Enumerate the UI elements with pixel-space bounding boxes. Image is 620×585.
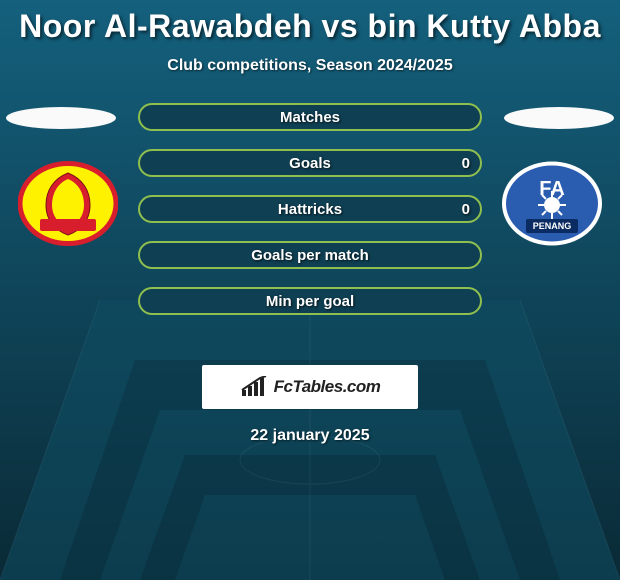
- stat-bar-label: Min per goal: [266, 293, 354, 310]
- svg-text:PENANG: PENANG: [533, 221, 572, 231]
- brand-chart-icon: [240, 376, 268, 398]
- stat-bar-label: Goals per match: [251, 247, 369, 264]
- stat-bars: Matches Goals 0 Hattricks 0 Goals per match Mi…: [138, 103, 482, 315]
- club-crest-left: [18, 161, 118, 246]
- stat-bar-label: Matches: [280, 109, 340, 126]
- brand-text: FcTables.com: [274, 377, 381, 397]
- stat-bar-label: Goals: [289, 155, 331, 172]
- page-title: Noor Al-Rawabdeh vs bin Kutty Abba: [19, 8, 601, 45]
- stat-bar-label: Hattricks: [278, 201, 342, 218]
- club-crest-right: FA PENANG: [502, 161, 602, 246]
- comparison-area: FA PENANG Matches Goals 0 Hattricks 0 Goals p…: [0, 103, 620, 343]
- player-left-pod: [6, 107, 116, 129]
- stat-bar-right-value: 0: [462, 155, 470, 172]
- stat-bar: Matches: [138, 103, 482, 131]
- stat-bar: Min per goal: [138, 287, 482, 315]
- stat-bar: Goals 0: [138, 149, 482, 177]
- date-label: 22 january 2025: [250, 427, 369, 445]
- stat-bar: Hattricks 0: [138, 195, 482, 223]
- player-right-pod: [504, 107, 614, 129]
- brand-badge: FcTables.com: [202, 365, 418, 409]
- stat-bar-right-value: 0: [462, 201, 470, 218]
- stat-bar: Goals per match: [138, 241, 482, 269]
- subtitle: Club competitions, Season 2024/2025: [167, 57, 452, 75]
